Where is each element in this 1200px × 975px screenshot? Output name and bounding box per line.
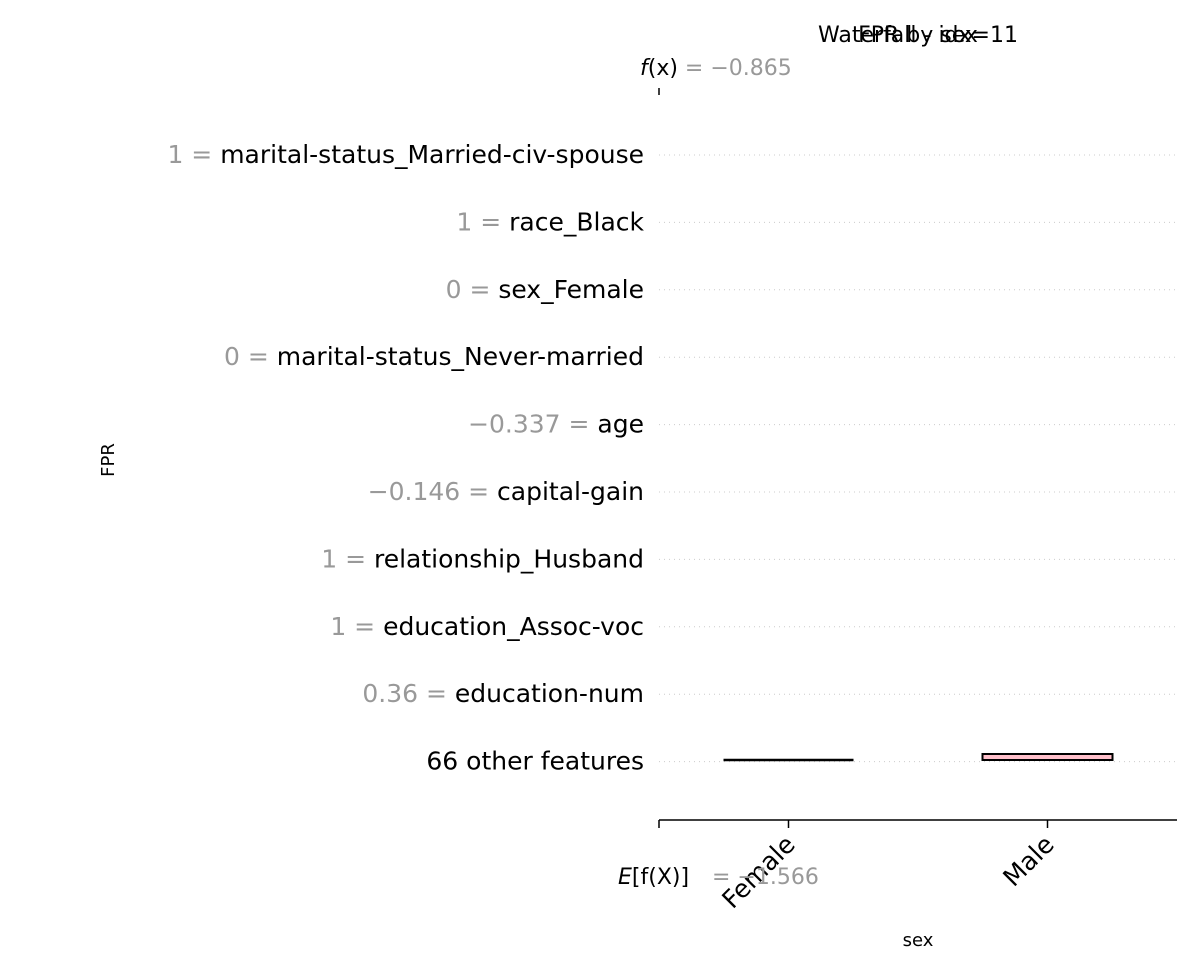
feature-value: 1 = — [321, 544, 374, 573]
expected-label-e: E — [618, 865, 632, 890]
feature-name: race_Black — [509, 207, 644, 236]
fx-value: = −0.865 — [678, 56, 792, 81]
feature-name: education-num — [455, 679, 644, 708]
feature-name: age — [597, 410, 644, 439]
fx-label-fn: f — [640, 56, 651, 81]
fpr-title: FPR by sex — [858, 23, 978, 48]
feature-name: capital-gain — [497, 477, 644, 506]
feature-value: 0 = — [446, 275, 499, 304]
feature-label: 0.36 = education-num — [362, 679, 644, 708]
feature-label: −0.146 = capital-gain — [368, 477, 644, 506]
feature-label: 0 = marital-status_Never-married — [224, 342, 644, 371]
waterfall-gridlines — [659, 154, 1177, 763]
waterfall-title: Waterfall - idx=11 — [818, 23, 1018, 48]
feature-name: marital-status_Never-married — [277, 342, 644, 371]
expected-value: = −1.566 — [712, 865, 819, 890]
feature-name: relationship_Husband — [374, 544, 644, 573]
feature-value: −0.337 = — [468, 410, 597, 439]
feature-name: 66 other features — [426, 747, 644, 776]
feature-name: education_Assoc-voc — [383, 612, 644, 641]
feature-value: 0.36 = — [362, 679, 455, 708]
feature-value: 1 = — [330, 612, 383, 641]
feature-name: sex_Female — [498, 275, 644, 304]
expected-label-rest: [f(X)] — [632, 865, 689, 890]
feature-value: 1 = — [167, 140, 220, 169]
feature-label: 66 other features — [426, 747, 644, 776]
feature-label: 1 = education_Assoc-voc — [330, 612, 644, 641]
feature-label: 0 = sex_Female — [446, 275, 644, 304]
fx-label-arg: (x) — [648, 56, 678, 81]
feature-label: 1 = relationship_Husband — [321, 544, 644, 573]
feature-label: −0.337 = age — [468, 410, 644, 439]
feature-label: 1 = race_Black — [456, 207, 644, 236]
feature-value: 1 = — [456, 207, 509, 236]
fpr-ylabel: FPR — [98, 443, 119, 477]
fpr-tick-label: Male — [997, 830, 1059, 892]
fpr-xlabel: sex — [903, 930, 934, 951]
fpr-bars — [723, 753, 1114, 762]
fpr-bar-male — [981, 753, 1114, 761]
feature-name: marital-status_Married-civ-spouse — [220, 140, 644, 169]
feature-value: 0 = — [224, 342, 277, 371]
feature-label: 1 = marital-status_Married-civ-spouse — [167, 140, 644, 169]
expected-label: E[f(X)] — [618, 865, 689, 890]
feature-value: −0.146 = — [368, 477, 497, 506]
fx-label: f(x) = −0.865 — [640, 56, 792, 81]
